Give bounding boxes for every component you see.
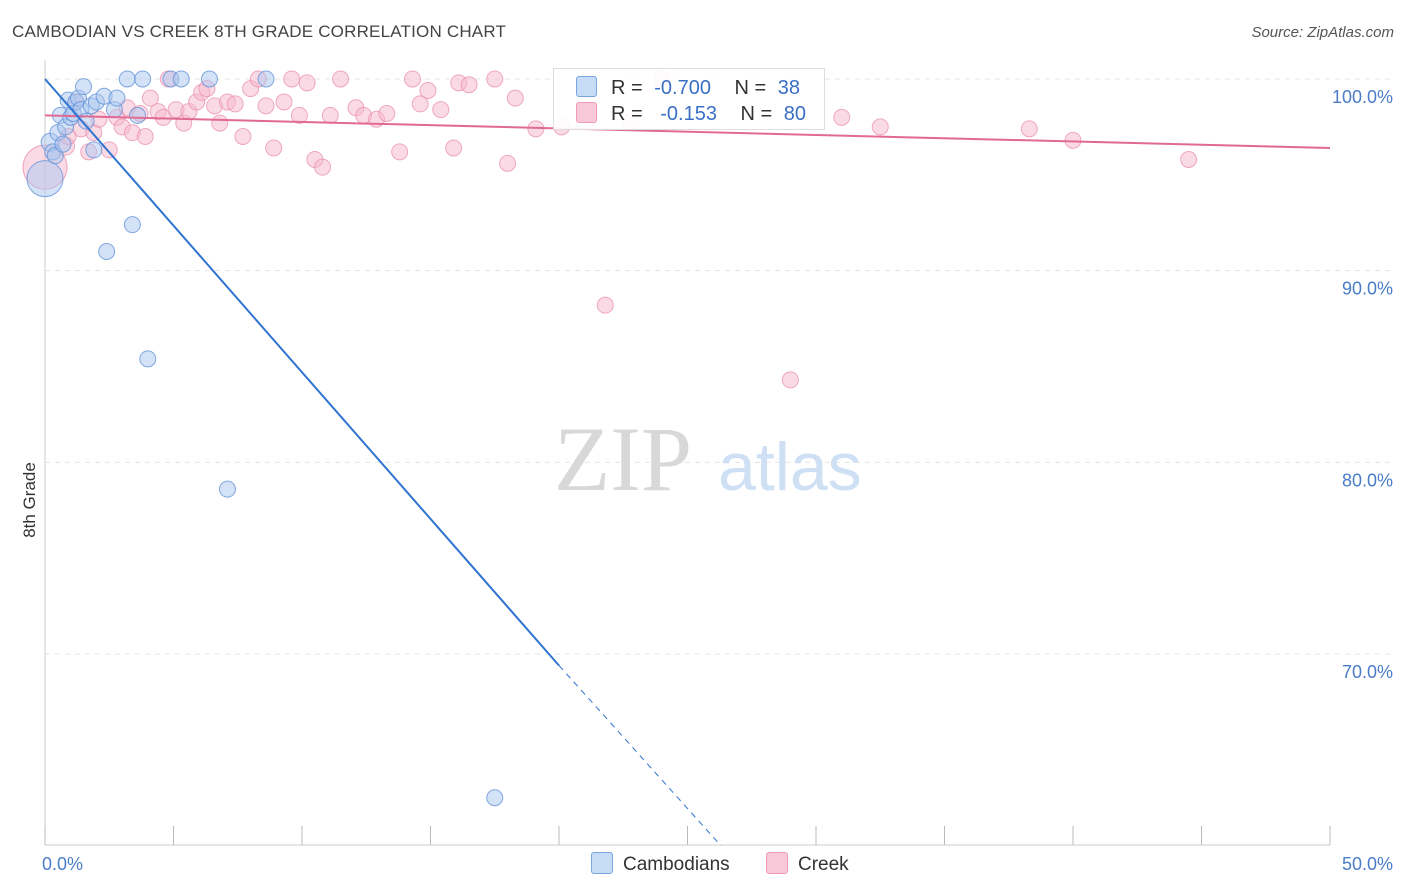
creek-point [596, 296, 614, 314]
y-axis-label: 8th Grade [20, 462, 39, 538]
legend-n-label: N = [740, 103, 773, 125]
legend-r-label: R = [611, 103, 643, 125]
legend-n-label: N = [734, 77, 767, 99]
cambodians-trend-extension [558, 665, 722, 847]
cambodians-point [257, 70, 275, 88]
creek-point [378, 105, 396, 122]
legend-r-value: -0.700 [654, 77, 711, 99]
watermark: ZIP atlas [554, 408, 862, 510]
legend-n-value: 38 [777, 77, 801, 99]
creek-point [404, 70, 422, 88]
cambodians-point [108, 89, 126, 107]
creek-trend-line [44, 114, 1331, 149]
creek-point [781, 371, 799, 389]
cambodians-point [129, 106, 147, 124]
series-legend: Cambodians Creek [0, 852, 1406, 878]
chart-title: CAMBODIAN VS CREEK 8TH GRADE CORRELATION… [12, 22, 507, 41]
creek-point [411, 95, 429, 113]
creek-point [141, 89, 159, 107]
creek-point [419, 82, 437, 99]
legend-n-value: 80 [783, 103, 807, 125]
creek-point [265, 139, 283, 157]
cambodians-point [172, 70, 190, 88]
cambodians-points [26, 70, 504, 807]
source-label: Source: ZipAtlas.com [1251, 24, 1394, 41]
creek-point [136, 128, 154, 145]
creek-point [499, 154, 517, 172]
cambodians-point [486, 789, 504, 807]
creek-point [290, 106, 308, 124]
creek-point [234, 128, 252, 145]
cambodians-point [85, 141, 103, 159]
watermark-atlas: atlas [718, 429, 862, 505]
creek-point [211, 114, 229, 132]
creek-point [432, 101, 450, 119]
creek-point [445, 139, 463, 157]
trend-lines [44, 78, 1331, 847]
cambodians-point [218, 480, 236, 498]
y-tick-label: 80.0% [1342, 470, 1393, 490]
creek-point [275, 93, 293, 111]
legend-item-creek[interactable]: Creek [766, 852, 849, 876]
creek-point [257, 97, 275, 115]
cambodians-point [98, 243, 116, 260]
x-tick-label: 0.0% [42, 854, 83, 874]
creek-point [833, 108, 851, 126]
y-tick-label: 70.0% [1342, 662, 1393, 682]
creek-point [100, 141, 118, 159]
cambodians-point [134, 70, 152, 88]
tick-labels: 100.0% 90.0% 80.0% 70.0% 0.0% 50.0% [42, 87, 1393, 874]
y-tick-label: 90.0% [1342, 279, 1393, 299]
watermark-zip: ZIP [554, 408, 692, 510]
x-tick-label: 50.0% [1342, 854, 1393, 874]
creek-point [1180, 151, 1198, 168]
creek-point [1064, 131, 1082, 149]
cambodians-point [26, 160, 64, 198]
cambodians-point [75, 78, 93, 96]
cambodians-point [139, 350, 157, 368]
cambodians-point [123, 216, 141, 234]
creek-swatch [766, 852, 788, 874]
legend-label-creek: Creek [798, 854, 849, 875]
cambodians-trend-line [44, 78, 560, 667]
legend-row-cambodians: R = -0.700 N = 38 [576, 76, 800, 100]
creek-swatch [576, 102, 597, 123]
y-tick-label: 100.0% [1332, 87, 1393, 107]
correlation-legend: R = -0.700 N = 38 R = -0.153 N = 80 [553, 68, 825, 130]
cambodians-swatch [576, 76, 597, 97]
cambodians-point [118, 70, 136, 88]
legend-row-creek: R = -0.153 N = 80 [576, 102, 806, 126]
creek-point [506, 89, 524, 107]
creek-point [391, 143, 409, 161]
legend-label-cambodians: Cambodians [623, 854, 730, 875]
creek-point [460, 76, 478, 94]
legend-item-cambodians[interactable]: Cambodians [591, 852, 730, 876]
axes [44, 60, 1331, 846]
cambodians-point [200, 70, 218, 88]
cambodians-swatch [591, 852, 613, 874]
creek-point [226, 95, 244, 113]
creek-point [321, 106, 339, 124]
legend-r-label: R = [611, 77, 643, 99]
creek-point [871, 118, 889, 136]
legend-r-value: -0.153 [660, 103, 717, 125]
creek-point [298, 74, 316, 92]
cambodians-point [54, 135, 72, 153]
creek-point [283, 70, 301, 88]
creek-point [332, 70, 350, 88]
creek-point [314, 158, 332, 176]
creek-point [1020, 120, 1038, 138]
creek-point [486, 70, 504, 88]
